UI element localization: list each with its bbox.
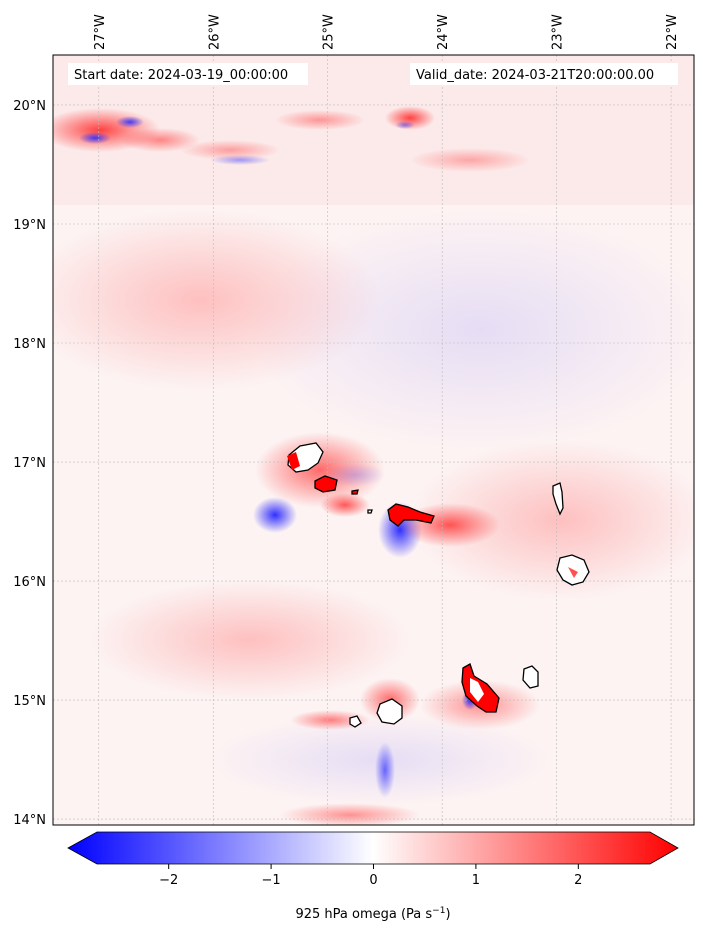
- island-santo-antao-red: [287, 452, 300, 470]
- lat-tick-label: 14°N: [13, 813, 46, 828]
- island-sao-vicente: [314, 475, 338, 493]
- colorbar-label: 925 hPa omega (Pa s−1): [295, 906, 450, 922]
- island-islet: [367, 509, 373, 514]
- colorbar-tick-label: 2: [574, 873, 582, 888]
- island-santa-luzia: [351, 489, 359, 495]
- lat-tick-label: 19°N: [13, 218, 46, 233]
- island-fogo: [376, 698, 403, 725]
- lon-tick-label: 24°W: [436, 14, 451, 50]
- island-boa-vista-red: [568, 567, 578, 578]
- lon-tick-label: 25°W: [322, 14, 337, 50]
- colorbar-ticks: −2 −1 0 1 2: [159, 864, 582, 888]
- lon-tick-label: 23°W: [551, 14, 566, 50]
- lon-tick-label: 22°W: [665, 14, 680, 50]
- island-maio: [522, 665, 539, 689]
- omega-field: [53, 55, 694, 825]
- latitude-labels: 20°N 19°N 18°N 17°N 16°N 15°N 14°N: [13, 99, 46, 828]
- colorbar-tick-label: −2: [159, 873, 178, 888]
- island-brava: [349, 715, 362, 728]
- valid-date-box: [410, 63, 678, 85]
- colorbar-tick-label: −1: [262, 873, 281, 888]
- island-coastlines: [287, 442, 590, 728]
- lat-tick-label: 16°N: [13, 575, 46, 590]
- lat-tick-label: 20°N: [13, 99, 46, 114]
- island-sal: [552, 482, 564, 516]
- map-frame: [52, 54, 695, 826]
- start-date-box: [68, 63, 308, 85]
- island-santiago-inner: [470, 678, 484, 702]
- lat-tick-label: 17°N: [13, 456, 46, 471]
- colorbar-tick-label: 1: [472, 873, 480, 888]
- colorbar: −2 −1 0 1 2 925 hPa omega (Pa s−1): [67, 831, 679, 922]
- lon-tick-label: 26°W: [207, 14, 222, 50]
- lat-tick-label: 18°N: [13, 337, 46, 352]
- colorbar-body: [67, 831, 679, 865]
- valid-date-label: Valid_date: 2024-03-21T20:00:00.00: [416, 68, 654, 83]
- longitude-labels: 27°W 26°W 25°W 24°W 23°W 22°W: [93, 14, 680, 50]
- island-sao-nicolau: [387, 503, 435, 527]
- lon-tick-label: 27°W: [93, 14, 108, 50]
- lat-tick-label: 15°N: [13, 694, 46, 709]
- start-date-label: Start date: 2024-03-19_00:00:00: [74, 68, 288, 83]
- colorbar-tick-label: 0: [369, 873, 377, 888]
- gridlines: [53, 55, 694, 825]
